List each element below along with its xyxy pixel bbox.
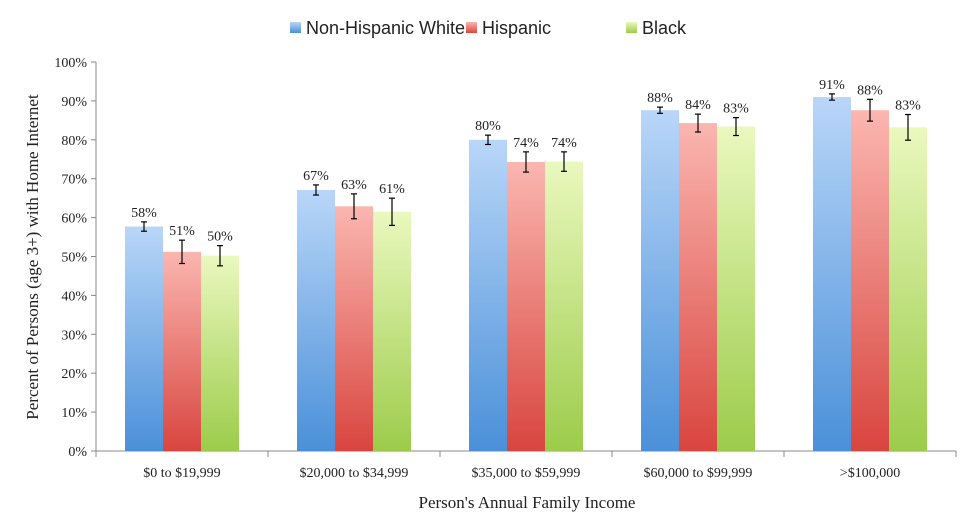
bar: [889, 127, 927, 452]
x-axis-title: Person's Annual Family Income: [419, 493, 636, 512]
y-tick-label: 20%: [61, 367, 87, 382]
bar: [469, 139, 507, 452]
data-label: 83%: [895, 99, 921, 114]
data-label: 67%: [303, 169, 329, 184]
bar: [851, 110, 889, 452]
bars: 58% 51% 50% 67% 63% 61% 80% 74% 74% 88% 84% 83% 91% 8…: [125, 78, 927, 452]
bar: [545, 161, 583, 452]
y-tick-label: 60%: [61, 212, 87, 227]
data-label: 91%: [819, 78, 845, 93]
y-tick-label: 40%: [61, 289, 87, 304]
y-axis-title: Percent of Persons (age 3+) with Home In…: [23, 94, 42, 420]
y-tick-label: 10%: [61, 406, 87, 421]
y-tick-label: 90%: [61, 95, 87, 110]
data-label: 74%: [513, 136, 539, 151]
bar: [717, 126, 755, 451]
bar: [335, 206, 373, 451]
data-label: 84%: [685, 98, 711, 113]
bar: [201, 255, 239, 451]
data-label: 51%: [169, 224, 195, 239]
legend-label: Hispanic: [482, 18, 551, 38]
bar: [163, 251, 201, 451]
y-tick-label: 80%: [61, 134, 87, 149]
x-tick-label: >$100,000: [840, 466, 900, 481]
data-label: 88%: [647, 91, 673, 106]
bar: [813, 97, 851, 451]
y-tick-label: 100%: [54, 56, 87, 71]
data-label: 50%: [207, 230, 233, 245]
bar: [297, 189, 335, 451]
x-tick-label: $0 to $19,999: [143, 466, 220, 481]
data-label: 61%: [379, 182, 405, 197]
x-tick-label: $20,000 to $34,999: [300, 466, 409, 481]
y-tick-label: 0%: [68, 445, 87, 460]
legend: Non-Hispanic White Hispanic Black: [290, 18, 687, 38]
data-label: 88%: [857, 83, 883, 98]
data-label: 58%: [131, 206, 157, 221]
bar: [641, 110, 679, 452]
legend-label: Non-Hispanic White: [306, 18, 465, 38]
y-tick-label: 50%: [61, 251, 87, 266]
axes: 0% 10% 20% 30% 40% 50% 60% 70% 80% 90% 100% $0 to $…: [54, 56, 957, 481]
legend-swatch: [466, 22, 477, 33]
x-tick-label: $60,000 to $99,999: [644, 466, 753, 481]
y-tick-label: 70%: [61, 173, 87, 188]
legend-swatch: [626, 22, 637, 33]
bar: [373, 211, 411, 451]
legend-swatch: [290, 22, 301, 33]
bar: [507, 161, 545, 451]
y-tick-label: 30%: [61, 328, 87, 343]
data-label: 63%: [341, 178, 367, 193]
data-label: 74%: [551, 136, 577, 151]
bar: [679, 123, 717, 451]
x-tick-label: $35,000 to $59,999: [472, 466, 581, 481]
data-label: 83%: [723, 102, 749, 117]
bar: [125, 226, 163, 451]
data-label: 80%: [475, 119, 501, 134]
legend-label: Black: [642, 18, 687, 38]
